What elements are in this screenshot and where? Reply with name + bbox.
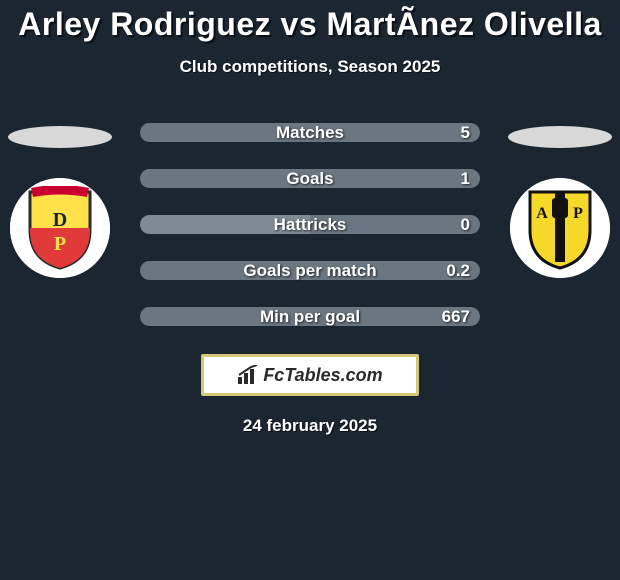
svg-text:P: P [573, 205, 583, 222]
stat-row: Matches 5 [140, 123, 480, 142]
stat-value-right: 5 [461, 123, 470, 143]
stat-row: Min per goal 667 [140, 307, 480, 326]
watermark-box: FcTables.com [201, 354, 419, 396]
watermark-chart-icon [237, 365, 259, 385]
player-left-panel: D P [8, 126, 112, 278]
club-right-circle: A P [510, 178, 610, 278]
club-right-crest: A P [525, 186, 595, 270]
stat-value-right: 1 [461, 169, 470, 189]
svg-text:D: D [53, 209, 67, 231]
stat-value-right: 0 [461, 215, 470, 235]
page-title: Arley Rodriguez vs MartÃ­nez Olivella [0, 0, 620, 43]
club-left-circle: D P [10, 178, 110, 278]
stat-label: Goals [286, 169, 333, 189]
stat-row: Hattricks 0 [140, 215, 480, 234]
stat-label: Matches [276, 123, 344, 143]
watermark-text: FcTables.com [263, 365, 382, 386]
player-left-ellipse [8, 126, 112, 148]
stat-label: Hattricks [274, 215, 347, 235]
date-text: 24 february 2025 [0, 416, 620, 436]
svg-text:P: P [54, 233, 66, 255]
player-right-ellipse [508, 126, 612, 148]
subtitle: Club competitions, Season 2025 [0, 57, 620, 77]
stat-value-right: 0.2 [446, 261, 470, 281]
svg-text:A: A [536, 205, 548, 222]
stat-value-right: 667 [442, 307, 470, 327]
stat-row: Goals per match 0.2 [140, 261, 480, 280]
stat-label: Goals per match [243, 261, 376, 281]
stat-label: Min per goal [260, 307, 360, 327]
club-left-crest: D P [25, 186, 95, 270]
player-right-panel: A P [508, 126, 612, 278]
stat-row: Goals 1 [140, 169, 480, 188]
